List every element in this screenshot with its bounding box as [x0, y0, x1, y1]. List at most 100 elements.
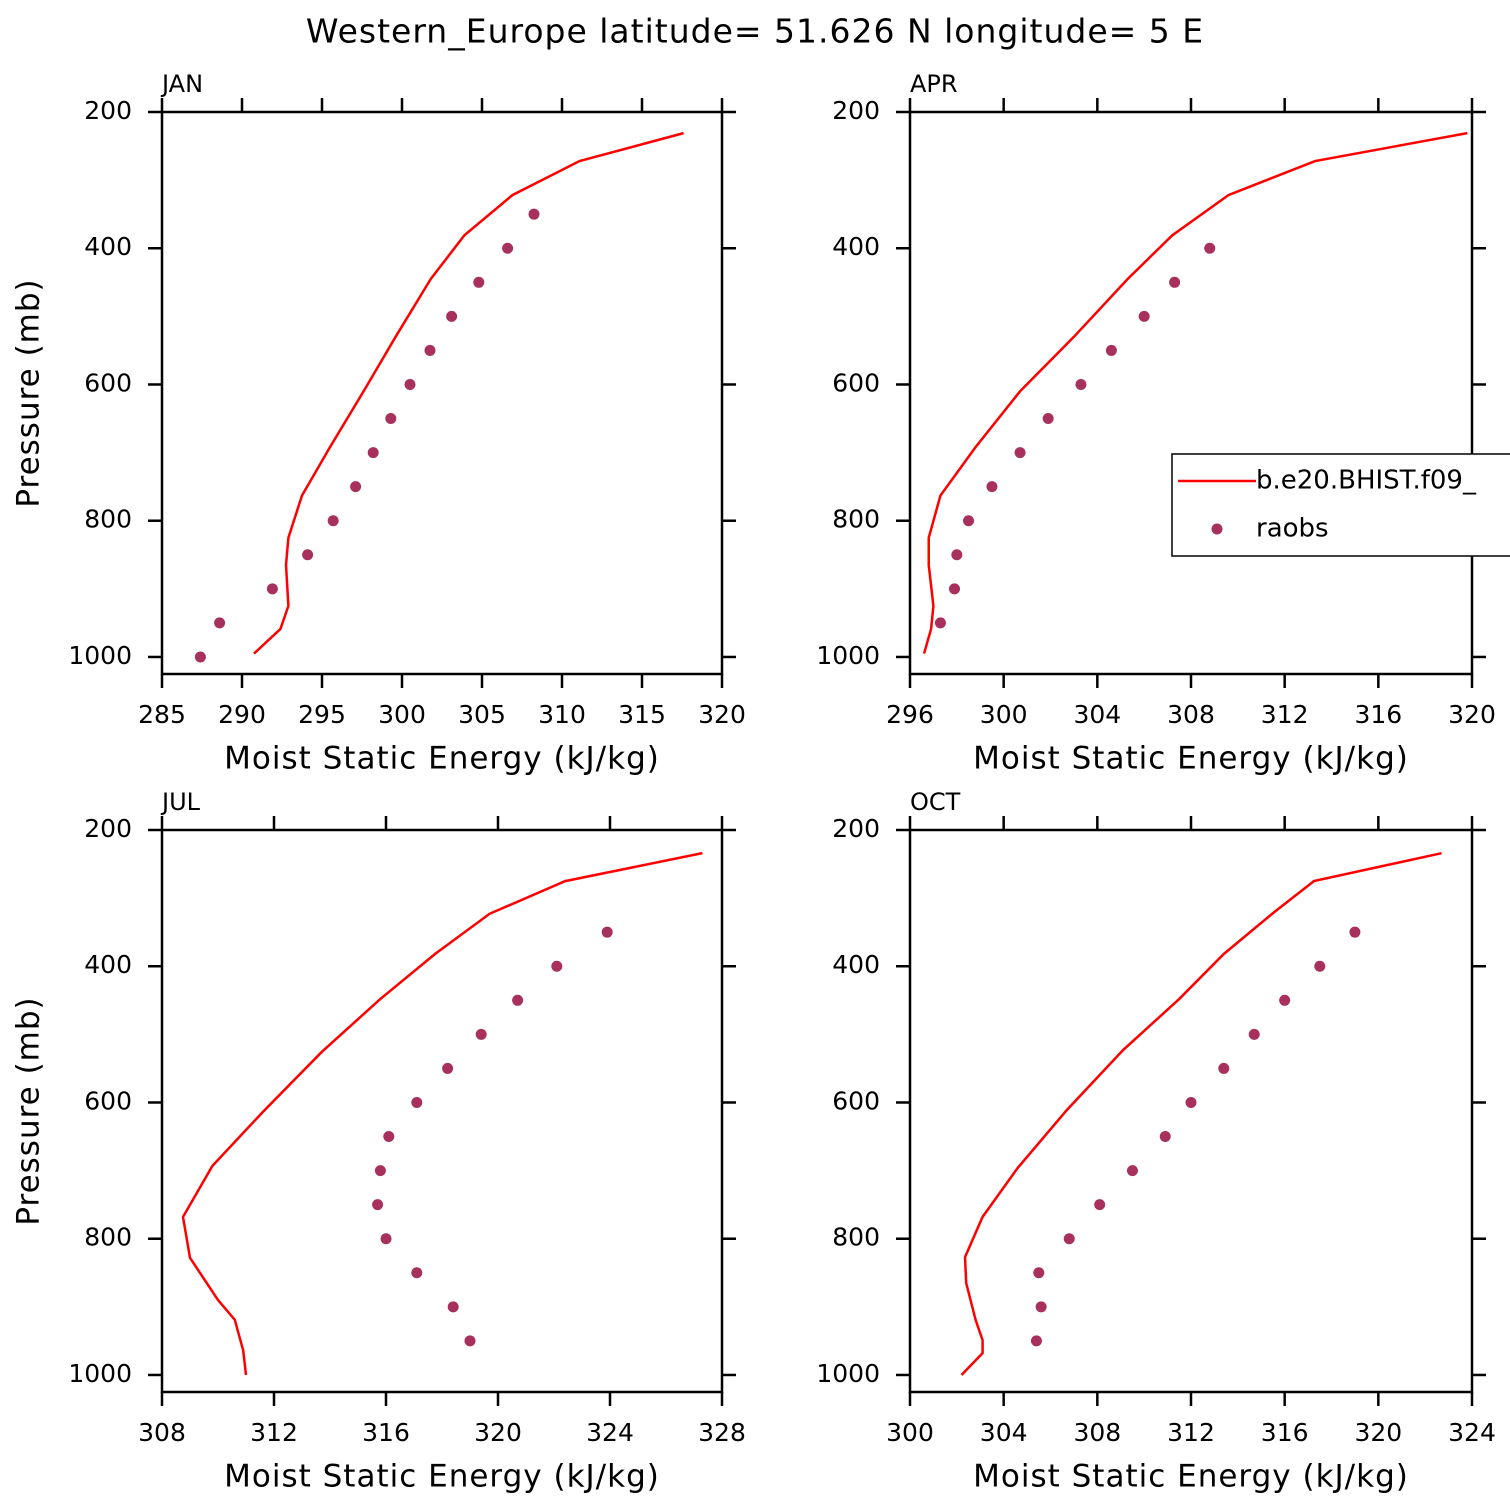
obs-point — [411, 1267, 423, 1279]
x-tick-label: 320 — [1448, 700, 1496, 729]
y-tick-label: 400 — [832, 232, 880, 261]
y-tick-label: 800 — [84, 1223, 132, 1252]
x-tick-label: 315 — [618, 700, 666, 729]
y-tick-label: 200 — [84, 814, 132, 843]
legend-swatch — [1211, 523, 1223, 535]
obs-point — [1094, 1199, 1106, 1211]
x-tick-label: 304 — [980, 1418, 1028, 1447]
x-tick-label: 312 — [1167, 1418, 1215, 1447]
y-tick-label: 1000 — [816, 641, 880, 670]
legend-label: raobs — [1256, 514, 1329, 544]
obs-point — [372, 1199, 384, 1211]
obs-point — [214, 617, 226, 629]
obs-point — [367, 447, 379, 459]
model-line — [960, 851, 1442, 1376]
y-tick-label: 600 — [832, 1086, 880, 1115]
x-tick-label: 308 — [138, 1418, 186, 1447]
obs-point — [350, 481, 362, 493]
obs-point — [446, 310, 458, 322]
x-tick-label: 308 — [1073, 1418, 1121, 1447]
y-tick-label: 400 — [84, 232, 132, 261]
obs-point — [473, 276, 485, 288]
obs-point — [411, 1096, 423, 1108]
plot-frame — [908, 828, 1474, 1394]
y-tick-label: 200 — [832, 96, 880, 125]
y-tick-label: 200 — [84, 96, 132, 125]
obs-point — [404, 378, 416, 390]
x-tick-label: 312 — [1261, 700, 1309, 729]
obs-point — [1349, 926, 1361, 938]
y-tick-label: 1000 — [68, 641, 132, 670]
y-tick-label: 200 — [832, 814, 880, 843]
obs-point — [1075, 378, 1087, 390]
y-axis-label: Pressure (mb) — [11, 278, 47, 507]
x-tick-label: 300 — [378, 700, 426, 729]
panel-title: OCT — [910, 788, 961, 816]
x-axis-label: Moist Static Energy (kJ/kg) — [973, 741, 1409, 777]
x-tick-label: 300 — [886, 1418, 934, 1447]
legend-box — [1171, 453, 1510, 557]
x-axis-label: Moist Static Energy (kJ/kg) — [224, 1459, 660, 1495]
obs-point — [383, 1131, 395, 1143]
obs-point — [1042, 413, 1054, 425]
obs-point — [1314, 960, 1326, 972]
x-tick-label: 310 — [538, 700, 586, 729]
obs-point — [194, 651, 206, 663]
y-axis-label: Pressure (mb) — [11, 996, 47, 1225]
panel: APR 296 300 304 308 312 316 320 200 400 600 800 1000… — [816, 70, 1510, 777]
x-axis-label: Moist Static Energy (kJ/kg) — [973, 1459, 1409, 1495]
obs-point — [1126, 1165, 1138, 1177]
x-tick-label: 304 — [1073, 700, 1121, 729]
x-axis-label: Moist Static Energy (kJ/kg) — [224, 741, 660, 777]
obs-point — [1279, 994, 1291, 1006]
y-tick-label: 800 — [832, 505, 880, 534]
x-tick-label: 328 — [698, 1418, 746, 1447]
obs-point — [1014, 447, 1026, 459]
obs-point — [302, 549, 314, 561]
x-tick-label: 290 — [218, 700, 266, 729]
figure-title: Western_Europe latitude= 51.626 N longit… — [306, 12, 1204, 51]
y-tick-label: 800 — [84, 505, 132, 534]
panel-title: JUL — [160, 788, 201, 816]
panel: OCT 300 304 308 312 316 320 324 200 400 600 800 1000… — [816, 788, 1495, 1495]
obs-point — [1105, 344, 1117, 356]
obs-point — [528, 208, 540, 220]
x-tick-label: 296 — [886, 700, 934, 729]
obs-point — [963, 515, 975, 527]
model-line — [181, 851, 703, 1376]
x-tick-label: 316 — [1261, 1418, 1309, 1447]
panel-title: JAN — [160, 70, 203, 98]
y-tick-label: 1000 — [68, 1359, 132, 1388]
obs-point — [502, 242, 514, 254]
obs-point — [1169, 276, 1181, 288]
plot-frame — [160, 828, 724, 1394]
obs-point — [447, 1301, 459, 1313]
x-tick-label: 305 — [458, 700, 506, 729]
obs-point — [266, 583, 278, 595]
obs-point — [1185, 1096, 1197, 1108]
obs-point — [934, 617, 946, 629]
y-tick-label: 600 — [84, 1086, 132, 1115]
obs-point — [1138, 310, 1150, 322]
obs-point — [551, 960, 563, 972]
panel-title: APR — [910, 70, 958, 98]
panel: JAN 285 290 295 300 305 310 315 320 200 400 600 800 1… — [11, 70, 746, 777]
x-tick-label: 308 — [1167, 700, 1215, 729]
y-tick-label: 400 — [832, 950, 880, 979]
obs-point — [380, 1233, 392, 1245]
obs-point — [1218, 1062, 1230, 1074]
obs-point — [1035, 1301, 1047, 1313]
x-tick-label: 320 — [698, 700, 746, 729]
obs-point — [475, 1028, 487, 1040]
x-tick-label: 316 — [1354, 700, 1402, 729]
plot-frame — [908, 110, 1474, 676]
obs-point — [1033, 1267, 1045, 1279]
model-line — [253, 131, 684, 655]
obs-point — [385, 413, 397, 425]
obs-point — [1204, 242, 1216, 254]
obs-point — [512, 994, 524, 1006]
model-line — [922, 131, 1468, 654]
x-tick-label: 320 — [1354, 1418, 1402, 1447]
x-tick-label: 285 — [138, 700, 186, 729]
x-tick-label: 320 — [474, 1418, 522, 1447]
